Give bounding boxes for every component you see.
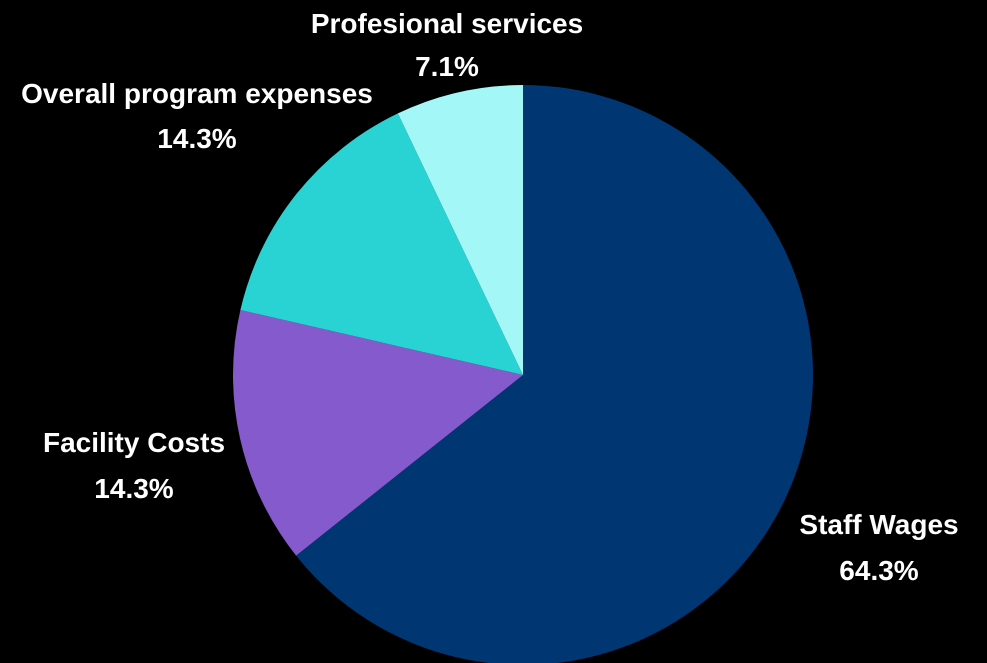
label-facility-costs: Facility Costs bbox=[43, 427, 225, 458]
pie-slice-profesional-services bbox=[397, 85, 523, 375]
slice-labels: Staff Wages 64.3% Facility Costs 14.3% O… bbox=[21, 8, 958, 586]
pie-slice-staff-wages bbox=[296, 85, 813, 663]
pie-slice-facility-costs bbox=[233, 309, 523, 556]
value-facility-costs: 14.3% bbox=[94, 473, 173, 504]
label-staff-wages: Staff Wages bbox=[799, 509, 958, 540]
value-staff-wages: 64.3% bbox=[839, 555, 918, 586]
label-profesional-services: Profesional services bbox=[311, 8, 583, 39]
pie-slices bbox=[233, 85, 813, 663]
value-overall-program-expenses: 14.3% bbox=[157, 123, 236, 154]
label-overall-program-expenses: Overall program expenses bbox=[21, 78, 373, 109]
pie-slice-overall-program-expenses bbox=[240, 113, 523, 375]
value-profesional-services: 7.1% bbox=[415, 51, 479, 82]
